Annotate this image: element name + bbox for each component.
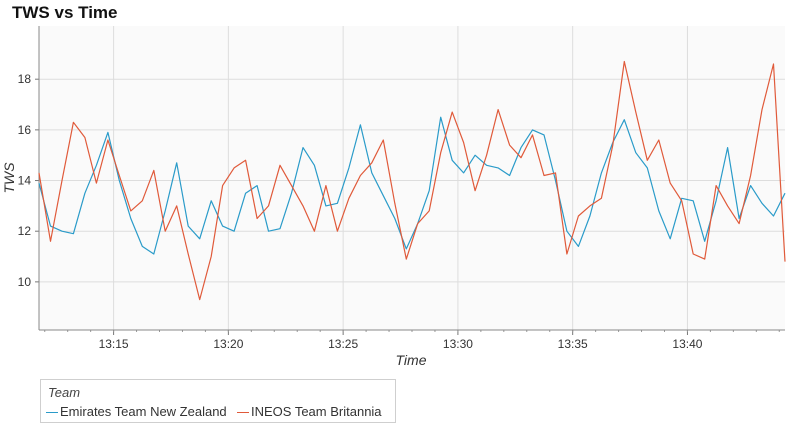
y-tick-label: 18 — [18, 72, 32, 86]
chart-title: TWS vs Time — [12, 3, 118, 22]
x-tick-label: 13:20 — [213, 337, 243, 351]
x-tick-label: 13:25 — [328, 337, 358, 351]
x-tick-label: 13:40 — [672, 337, 702, 351]
legend-label-ineos: INEOS Team Britannia — [251, 404, 382, 419]
legend: Team Emirates Team New Zealand INEOS Tea… — [40, 379, 396, 423]
x-tick-label: 13:15 — [99, 337, 129, 351]
x-tick-label: 13:35 — [558, 337, 588, 351]
x-tick-label: 13:30 — [443, 337, 473, 351]
legend-item-ineos[interactable]: INEOS Team Britannia — [237, 404, 382, 419]
x-axis-label: Time — [396, 352, 427, 368]
legend-swatch-ineos — [237, 412, 249, 414]
y-tick-label: 12 — [18, 224, 32, 238]
y-tick-label: 10 — [18, 275, 32, 289]
legend-title: Team — [48, 385, 81, 400]
legend-label-etnz: Emirates Team New Zealand — [60, 404, 227, 419]
legend-item-etnz[interactable]: Emirates Team New Zealand — [46, 404, 227, 419]
legend-swatch-etnz — [46, 412, 58, 414]
series-line-ineos — [38, 60, 786, 301]
y-axis-label: TWS — [1, 162, 17, 194]
y-tick-label: 14 — [18, 174, 32, 188]
plot-area — [39, 26, 785, 330]
y-tick-label: 16 — [18, 123, 32, 137]
